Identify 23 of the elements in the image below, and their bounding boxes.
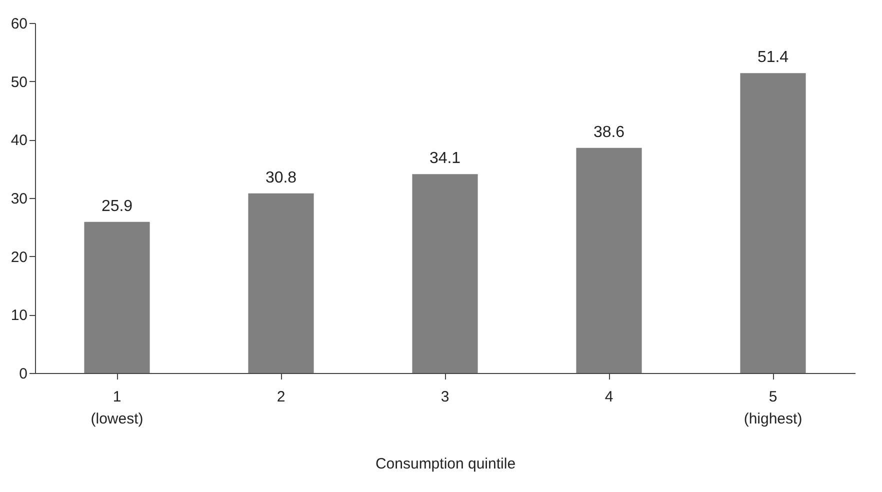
data-label: 25.9 [101,198,133,215]
x-tick-label: 4 [604,388,614,406]
data-label: 51.4 [757,49,789,66]
x-tick-label: 1 (lowest) [90,388,144,428]
y-tick-label: 50 [10,74,28,91]
data-label: 34.1 [429,150,461,168]
bar [84,222,150,373]
y-tick-label: 0 [19,366,28,382]
y-tick-label: 40 [10,132,28,150]
y-tick-label: 60 [10,16,28,32]
y-tick-label: 30 [10,190,28,208]
x-tick-label: 3 [440,388,450,406]
bar [576,148,642,373]
bar [248,193,314,373]
x-tick-label: 5 (highest) [744,388,802,428]
y-tick-label: 10 [10,307,28,324]
x-tick-label: 2 [276,388,286,406]
y-tick-label: 20 [10,248,28,266]
data-label: 38.6 [593,124,625,141]
bar [740,73,806,373]
bar [412,174,478,373]
x-axis-title: Consumption quintile [375,456,516,472]
data-label: 30.8 [265,169,297,186]
